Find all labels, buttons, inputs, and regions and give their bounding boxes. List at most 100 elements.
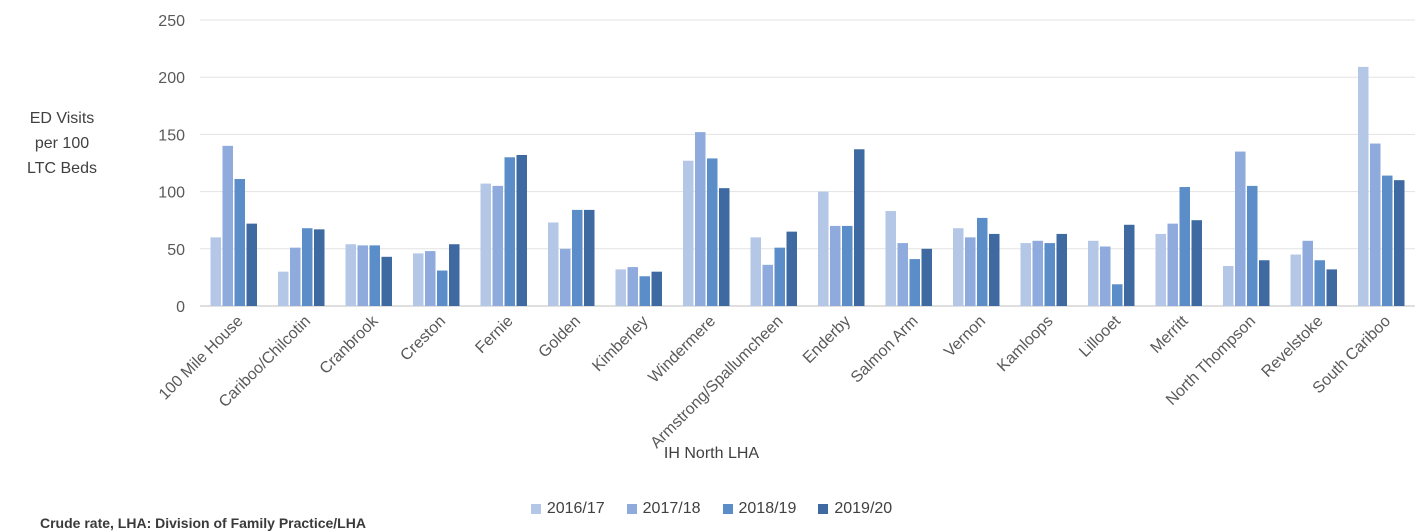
bar: [278, 271, 289, 306]
bar: [842, 225, 853, 306]
x-tick-label: Golden: [536, 313, 585, 362]
x-tick-label: Kimberley: [589, 313, 651, 375]
legend-label: 2016/17: [546, 500, 605, 517]
y-axis-label-line: ED Visits: [29, 110, 95, 127]
bar: [1020, 243, 1031, 306]
x-tick-label: Fernie: [472, 313, 516, 357]
legend-swatch: [530, 504, 541, 514]
x-tick-label: Merritt: [1148, 312, 1192, 356]
bar: [369, 245, 380, 306]
bar: [695, 132, 706, 306]
legend-swatch: [818, 504, 829, 514]
bar: [885, 211, 896, 306]
bar: [584, 209, 595, 306]
bar: [615, 269, 626, 306]
bar: [989, 233, 1000, 306]
bar: [627, 267, 638, 306]
bar: [854, 149, 865, 306]
bar: [480, 183, 491, 306]
bar: [897, 243, 908, 306]
y-axis-label: ED Visits per 100 LTC Beds: [22, 106, 102, 181]
bar: [1247, 185, 1258, 306]
x-tick-label: Cranbrook: [317, 312, 383, 378]
bar: [683, 160, 694, 306]
bar: [1223, 265, 1234, 306]
bars: [210, 66, 1405, 307]
bar: [1044, 243, 1055, 306]
legend-label: 2019/20: [834, 500, 893, 517]
y-tick-label: 150: [158, 127, 185, 144]
bar: [449, 244, 460, 306]
bar: [750, 237, 761, 306]
y-tick-label: 100: [158, 185, 185, 202]
bar: [1290, 254, 1301, 306]
bar: [413, 253, 424, 306]
x-tick-label: Creston: [397, 313, 449, 365]
bar: [381, 256, 392, 306]
bar: [1155, 233, 1166, 306]
bar: [1326, 269, 1337, 306]
bar: [1302, 240, 1313, 306]
bar: [639, 276, 650, 306]
legend-item: 2019/20: [818, 500, 892, 518]
bar: [1100, 246, 1111, 306]
bar: [302, 228, 313, 306]
bar: [1088, 240, 1099, 306]
legend-swatch: [626, 504, 637, 514]
bar: [345, 244, 356, 306]
bar: [560, 248, 571, 306]
x-tick-label: Armstrong/Spallumcheen: [648, 313, 787, 452]
x-tick-label: Salmon Arm: [848, 313, 922, 387]
footnote: Crude rate, LHA: Division of Family Prac…: [40, 515, 366, 531]
legend-item: 2016/17: [530, 500, 605, 518]
bar: [921, 248, 932, 306]
bar: [357, 245, 368, 306]
y-tick-label: 200: [158, 70, 185, 87]
bar: [1056, 233, 1067, 306]
gridlines: [200, 19, 1415, 307]
legend-label: 2018/19: [738, 500, 797, 517]
y-tick-labels: 0 50 100 150 200 250: [158, 13, 185, 316]
x-tick-label: Kamloops: [994, 313, 1056, 375]
legend: 2016/17 2017/18 2018/19 2019/20: [0, 500, 1423, 518]
bar: [234, 179, 245, 306]
y-axis-label-line: per 100: [34, 135, 90, 152]
bar: [786, 231, 797, 306]
bar: [425, 251, 436, 306]
bar: [1191, 220, 1202, 306]
bar: [651, 271, 662, 306]
legend-label: 2017/18: [642, 500, 701, 517]
y-tick-label: 250: [158, 13, 185, 30]
bar: [1382, 175, 1393, 306]
x-tick-label: Vernon: [941, 313, 989, 361]
bar: [210, 237, 221, 306]
legend-item: 2017/18: [626, 500, 701, 518]
bar: [290, 247, 301, 306]
y-tick-label: 50: [167, 242, 185, 259]
bar: [707, 158, 718, 306]
bar: [830, 225, 841, 306]
bar: [572, 209, 583, 306]
bar: [1314, 260, 1325, 306]
y-tick-label: 0: [176, 299, 185, 316]
x-tick-label: Revelstoke: [1259, 313, 1327, 381]
bar: [909, 259, 920, 306]
x-axis-label: IH North LHA: [663, 445, 760, 462]
bar: [314, 229, 325, 306]
bar: [1259, 260, 1270, 306]
y-axis-label-line: LTC Beds: [27, 160, 97, 177]
bar: [774, 247, 785, 306]
bar: [1394, 180, 1405, 306]
x-tick-label: Windermere: [645, 313, 719, 387]
bar: [965, 237, 976, 306]
bar: [504, 157, 515, 306]
bar: [437, 270, 448, 306]
bar: [1370, 143, 1381, 306]
bar: [1124, 224, 1135, 306]
bar: [1179, 187, 1190, 306]
bar: [222, 145, 233, 306]
bar: [492, 185, 503, 306]
x-tick-label: Lillooet: [1076, 312, 1124, 360]
